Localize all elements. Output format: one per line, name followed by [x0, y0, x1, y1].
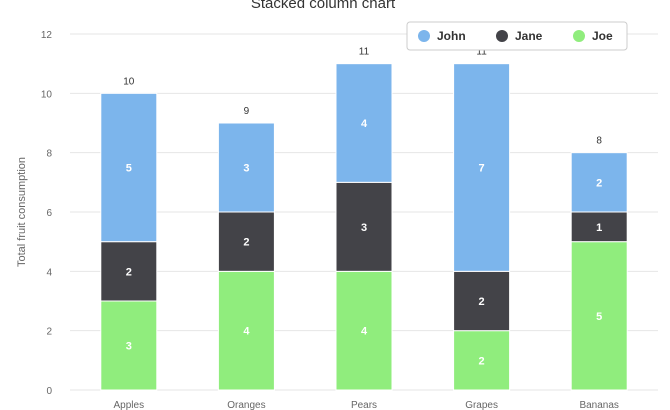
bar-total-label: 9	[244, 106, 250, 117]
legend-label-joe[interactable]: Joe	[592, 29, 613, 43]
legend-label-john[interactable]: John	[437, 29, 466, 43]
bar-segment-joe[interactable]	[217, 270, 275, 391]
y-tick-label: 10	[41, 89, 53, 100]
y-tick-label: 8	[46, 149, 52, 160]
bar-segment-joe[interactable]	[570, 241, 628, 391]
bar-value-label: 4	[361, 118, 368, 130]
bar-segment-john[interactable]	[453, 63, 511, 272]
bar-value-label: 3	[361, 222, 367, 234]
y-axis: 0 2 4 6 8 10 12	[41, 30, 53, 397]
bar-value-label: 4	[243, 326, 250, 338]
x-tick-label: Oranges	[227, 400, 265, 410]
bar-segment-john[interactable]	[335, 63, 393, 183]
legend-box	[406, 21, 628, 51]
bar-value-label: 5	[596, 311, 602, 323]
bar-segment-joe[interactable]	[100, 300, 158, 391]
bar-total-label: 8	[596, 136, 602, 147]
bar-value-label: 2	[479, 355, 485, 367]
bar-segment-john[interactable]	[217, 122, 275, 213]
bar-value-label: 1	[596, 222, 602, 234]
bar-value-label: 2	[126, 266, 132, 278]
x-tick-label: Grapes	[465, 400, 498, 410]
bar-segment-jane[interactable]	[100, 241, 158, 302]
legend-marker-jane[interactable]	[496, 30, 508, 42]
bar-segment-joe[interactable]	[453, 330, 511, 391]
bar-value-label: 2	[479, 296, 485, 308]
y-tick-label: 6	[46, 208, 52, 219]
y-tick-label: 0	[46, 386, 52, 397]
x-axis: Apples Oranges Pears Grapes Bananas	[114, 400, 619, 410]
bar-value-label: 4	[361, 326, 368, 338]
bar-value-label: 3	[126, 341, 132, 353]
bars: 3 2 5 10 4 2 3 9 4 3 4 11 2 2 7 11 5 1 2 8	[100, 47, 628, 391]
bar-value-label: 5	[126, 163, 132, 175]
bar-segment-jane[interactable]	[570, 211, 628, 243]
bar-segment-jane[interactable]	[453, 270, 511, 332]
y-axis-label: Total fruit consumption	[16, 157, 28, 267]
y-tick-label: 2	[46, 327, 52, 338]
bar-value-label: 7	[479, 163, 485, 175]
legend[interactable]: John Jane Joe	[406, 21, 628, 51]
bar-segment-jane[interactable]	[217, 211, 275, 272]
legend-marker-john[interactable]	[418, 30, 430, 42]
x-tick-label: Pears	[351, 400, 377, 410]
bar-total-label: 11	[359, 47, 370, 58]
legend-marker-joe[interactable]	[573, 30, 585, 42]
bar-total-label: 10	[123, 76, 135, 87]
bar-segment-john[interactable]	[570, 152, 628, 213]
bar-segment-joe[interactable]	[335, 270, 393, 391]
y-tick-label: 12	[41, 30, 53, 41]
x-tick-label: Bananas	[579, 400, 618, 410]
chart-title: Stacked column chart	[251, 0, 396, 12]
bar-total-label: 11	[476, 47, 487, 58]
bar-value-label: 3	[243, 163, 249, 175]
bar-value-label: 2	[596, 177, 602, 189]
x-tick-label: Apples	[114, 400, 145, 410]
bar-segment-john[interactable]	[100, 92, 158, 243]
bar-segment-jane[interactable]	[335, 181, 393, 272]
legend-label-jane[interactable]: Jane	[515, 29, 543, 43]
y-tick-label: 4	[46, 267, 52, 278]
bar-value-label: 2	[243, 237, 249, 249]
